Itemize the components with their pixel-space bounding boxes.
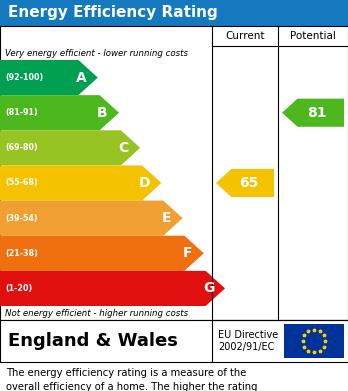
Polygon shape xyxy=(0,95,119,130)
Polygon shape xyxy=(0,60,98,95)
Polygon shape xyxy=(282,99,344,127)
Bar xyxy=(284,324,344,358)
Text: E: E xyxy=(161,211,171,225)
Bar xyxy=(0,320,348,362)
Text: (55-68): (55-68) xyxy=(5,179,38,188)
Polygon shape xyxy=(0,201,183,236)
Text: (92-100): (92-100) xyxy=(5,73,43,82)
Text: (21-38): (21-38) xyxy=(5,249,38,258)
Polygon shape xyxy=(216,169,274,197)
Text: Not energy efficient - higher running costs: Not energy efficient - higher running co… xyxy=(5,308,188,317)
Text: B: B xyxy=(97,106,108,120)
Text: F: F xyxy=(183,246,192,260)
Polygon shape xyxy=(0,165,161,201)
Text: Energy Efficiency Rating: Energy Efficiency Rating xyxy=(8,5,218,20)
Text: G: G xyxy=(203,282,214,296)
Text: A: A xyxy=(76,70,87,84)
Text: 2002/91/EC: 2002/91/EC xyxy=(218,342,274,352)
Text: Very energy efficient - lower running costs: Very energy efficient - lower running co… xyxy=(5,48,188,57)
Polygon shape xyxy=(0,236,204,271)
Text: 65: 65 xyxy=(239,176,259,190)
Text: (39-54): (39-54) xyxy=(5,213,38,222)
Text: D: D xyxy=(139,176,151,190)
Polygon shape xyxy=(0,130,140,165)
Text: 81: 81 xyxy=(307,106,327,120)
Text: (69-80): (69-80) xyxy=(5,143,38,152)
Text: C: C xyxy=(119,141,129,155)
Text: EU Directive: EU Directive xyxy=(218,330,278,340)
Text: England & Wales: England & Wales xyxy=(8,332,178,350)
Text: The energy efficiency rating is a measure of the
overall efficiency of a home. T: The energy efficiency rating is a measur… xyxy=(6,368,258,391)
Text: Potential: Potential xyxy=(290,31,336,41)
Text: Current: Current xyxy=(225,31,265,41)
Polygon shape xyxy=(0,271,225,306)
Text: (1-20): (1-20) xyxy=(5,284,32,293)
Bar xyxy=(0,0,348,26)
Bar xyxy=(0,26,348,320)
Text: (81-91): (81-91) xyxy=(5,108,38,117)
